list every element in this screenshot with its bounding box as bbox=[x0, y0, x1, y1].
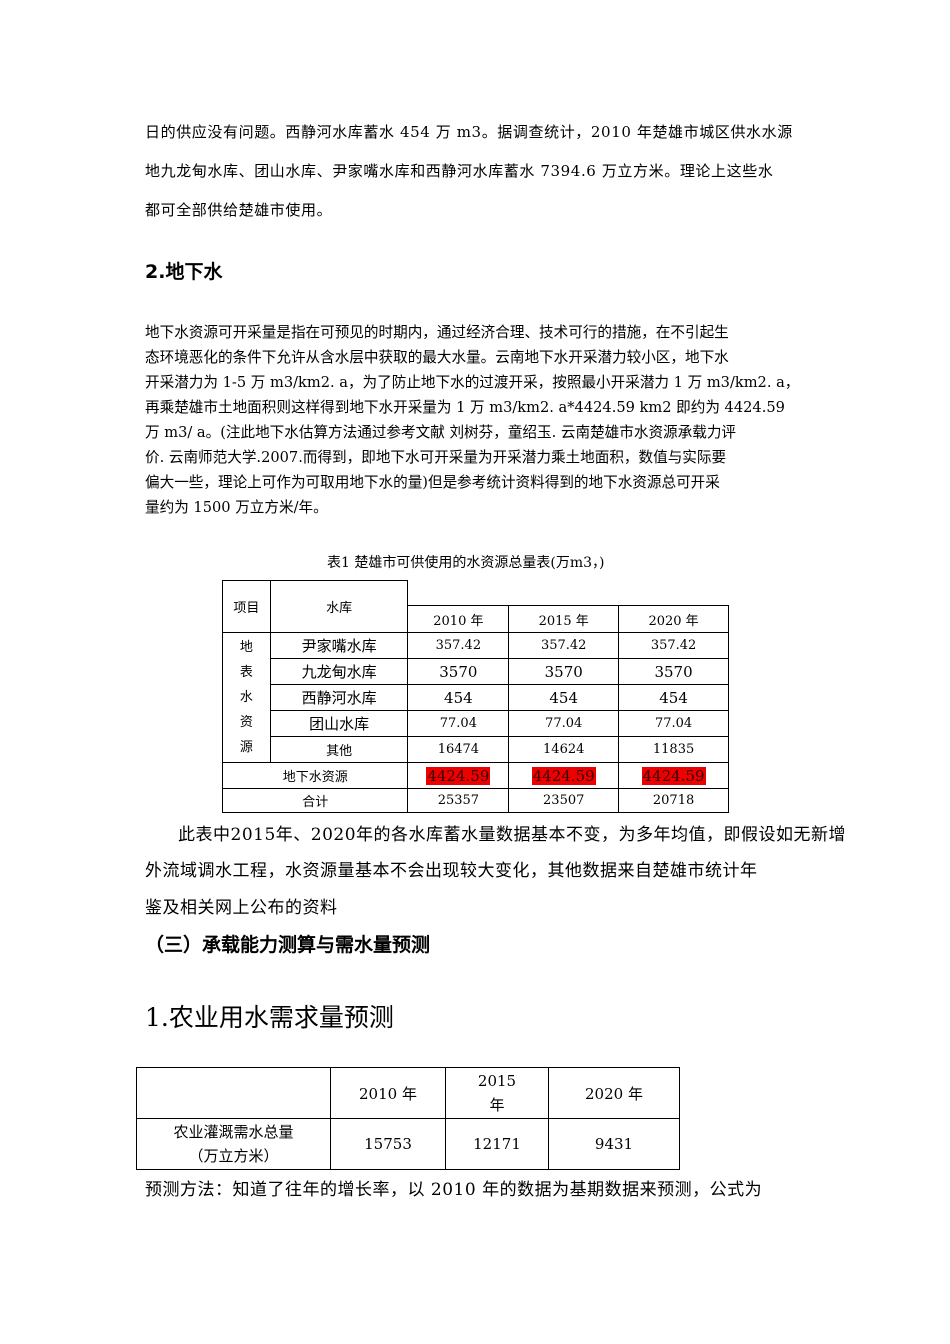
cell: 357.42 bbox=[407, 632, 510, 659]
cell: 77.04 bbox=[508, 710, 620, 737]
row-name: 西静河水库 bbox=[269, 684, 409, 711]
group-char: 地 bbox=[239, 640, 253, 655]
total-row: 合计 25357 23507 20718 bbox=[221, 788, 729, 813]
section-heading-groundwater: 2.地下水 bbox=[145, 261, 223, 283]
agriculture-demand-table: 2010 年 2015 年 2020 年 农业灌溉需水总量 （万立方米） 157… bbox=[136, 1067, 680, 1170]
cell: 454 bbox=[407, 684, 510, 711]
cell: 12171 bbox=[445, 1118, 549, 1170]
note-line: 鉴及相关网上公布的资料 bbox=[145, 898, 338, 918]
row-name: 其他 bbox=[269, 736, 409, 763]
groundwater-line: 价. 云南师范大学.2007.而得到，即地下水可开采量为开采潜力乘土地面积，数值… bbox=[145, 449, 727, 466]
row-name: 九龙甸水库 bbox=[269, 658, 409, 685]
group-char: 水 bbox=[239, 690, 253, 705]
subsection-heading-agriculture: 1.农业用水需求量预测 bbox=[145, 1003, 394, 1032]
table-row: 九龙甸水库 3570 3570 3570 bbox=[223, 658, 729, 685]
header-item: 项目 bbox=[222, 580, 271, 633]
header-year: 2020 年 bbox=[548, 1067, 680, 1119]
header-reservoir: 水库 bbox=[269, 580, 409, 633]
cell: 20718 bbox=[618, 788, 729, 813]
row-name: 农业灌溉需水总量 （万立方米） bbox=[136, 1118, 331, 1170]
highlighted-cell: 4424.59 bbox=[531, 766, 596, 785]
group-char: 源 bbox=[239, 740, 253, 755]
table-row: 农业灌溉需水总量 （万立方米） 15753 12171 9431 bbox=[136, 1118, 680, 1170]
cell: 357.42 bbox=[508, 632, 620, 659]
cell: 11835 bbox=[618, 736, 729, 763]
water-resources-table: 项目 水库 2010 年 2015 年 2020 年 地 表 水 资 源 尹家嘴… bbox=[221, 580, 729, 813]
table-row: 其他 16474 14624 11835 bbox=[223, 736, 729, 763]
groundwater-line: 再乘楚雄市土地面积则这样得到地下水开采量为 1 万 m3/km2. a*4424… bbox=[145, 399, 785, 416]
header-year: 2020 年 bbox=[618, 605, 729, 633]
intro-line: 地九龙甸水库、团山水库、尹家嘴水库和西静河水库蓄水 7394.6 万立方米。理论… bbox=[145, 162, 774, 180]
row-name: 团山水库 bbox=[269, 710, 409, 737]
groundwater-line: 偏大一些，理论上可作为可取用地下水的量)但是参考统计资料得到的地下水资源总可开采 bbox=[145, 474, 720, 491]
highlighted-cell: 4424.59 bbox=[426, 766, 491, 785]
note-line: 外流域调水工程，水资源量基本不会出现较大变化，其他数据来自楚雄市统计年 bbox=[145, 861, 758, 881]
cell: 77.04 bbox=[618, 710, 729, 737]
row-name: 地下水资源 bbox=[221, 762, 409, 789]
intro-line: 日的供应没有问题。西静河水库蓄水 454 万 m3。据调查统计，2010 年楚雄… bbox=[145, 123, 793, 141]
groundwater-line: 万 m3/ a。(注此地下水估算方法通过参考文献 刘树芬，童绍玉. 云南楚雄市水… bbox=[145, 424, 737, 441]
table1-caption: 表1 楚雄市可供使用的水资源总量表(万m3，) bbox=[327, 555, 605, 571]
cell: 77.04 bbox=[407, 710, 510, 737]
cell: 454 bbox=[508, 684, 620, 711]
groundwater-line: 量约为 1500 万立方米/年。 bbox=[145, 499, 328, 516]
group-char: 资 bbox=[239, 715, 253, 730]
section-heading-capacity: （三）承载能力测算与需水量预测 bbox=[145, 934, 431, 956]
cell: 14624 bbox=[508, 736, 620, 763]
intro-line: 都可全部供给楚雄市使用。 bbox=[145, 201, 333, 219]
row-name: 尹家嘴水库 bbox=[269, 632, 409, 659]
surface-water-group: 地 表 水 资 源 bbox=[222, 632, 271, 763]
groundwater-line: 态环境恶化的条件下允许从含水层中获取的最大水量。云南地下水开采潜力较小区，地下水 bbox=[145, 349, 729, 366]
note-line: 此表中2015年、2020年的各水库蓄水量数据基本不变，为多年均值，即假设如无新… bbox=[178, 825, 847, 845]
header-year: 2015 年 bbox=[445, 1067, 549, 1119]
row-name: 合计 bbox=[221, 788, 409, 813]
cell: 9431 bbox=[548, 1118, 680, 1170]
groundwater-line: 开采潜力为 1-5 万 m3/km2. a，为了防止地下水的过渡开采，按照最小开… bbox=[145, 374, 800, 391]
table-row: 地 表 水 资 源 尹家嘴水库 357.42 357.42 357.42 bbox=[222, 632, 729, 763]
groundwater-line: 地下水资源可开采量是指在可预见的时期内，通过经济合理、技术可行的措施，在不引起生 bbox=[145, 324, 729, 341]
cell: 16474 bbox=[407, 736, 510, 763]
highlighted-cell: 4424.59 bbox=[641, 766, 706, 785]
cell: 23507 bbox=[508, 788, 620, 813]
header-year: 2010 年 bbox=[407, 605, 510, 633]
header-year: 2015 年 bbox=[508, 605, 620, 633]
table-row: 西静河水库 454 454 454 bbox=[223, 684, 729, 711]
group-char: 表 bbox=[239, 665, 253, 680]
cell: 3570 bbox=[407, 658, 510, 685]
cell: 357.42 bbox=[618, 632, 729, 659]
method-line: 预测方法：知道了往年的增长率，以 2010 年的数据为基期数据来预测，公式为 bbox=[145, 1180, 763, 1200]
cell: 3570 bbox=[618, 658, 729, 685]
groundwater-row: 地下水资源 4424.59 4424.59 4424.59 bbox=[221, 762, 729, 789]
cell: 3570 bbox=[508, 658, 620, 685]
cell: 15753 bbox=[330, 1118, 446, 1170]
table-row: 团山水库 77.04 77.04 77.04 bbox=[223, 710, 729, 737]
cell: 454 bbox=[618, 684, 729, 711]
header-year: 2010 年 bbox=[330, 1067, 446, 1119]
cell: 25357 bbox=[407, 788, 510, 813]
